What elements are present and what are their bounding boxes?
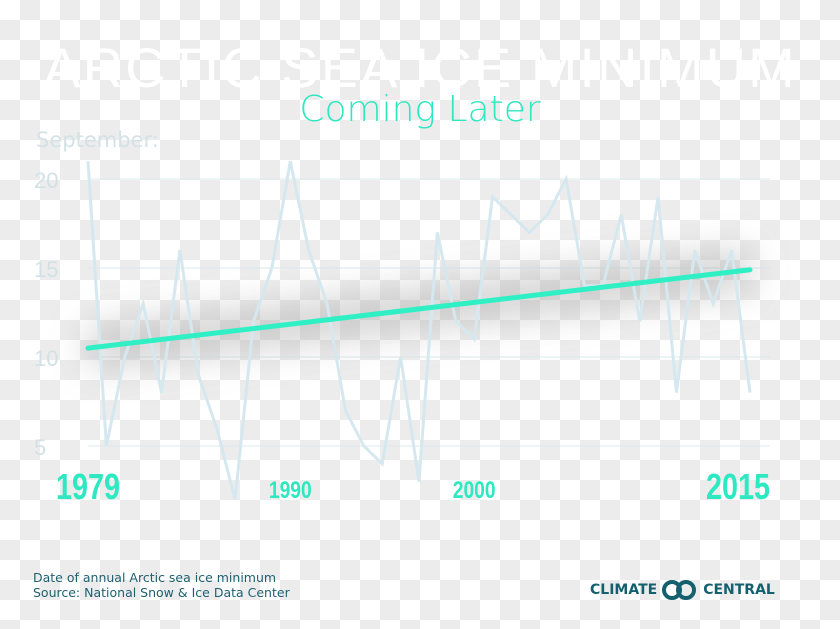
y-axis-label: September:	[36, 128, 159, 152]
climate-central-logo: CLIMATE CENTRAL	[590, 580, 775, 600]
logo-text-right: CENTRAL	[703, 582, 775, 598]
line-chart: 5 10 15 20 1979 1990 2000 2015	[34, 160, 770, 507]
y-tick-label: 20	[34, 168, 58, 193]
rings-icon	[662, 580, 698, 600]
chart-title: ARCTIC SEA ICE MINIMUM	[43, 36, 797, 99]
y-tick-label: 5	[34, 435, 46, 460]
footer-caption: Date of annual Arctic sea ice minimum So…	[33, 570, 290, 600]
x-tick-label: 1990	[269, 476, 312, 504]
trend-line	[85, 267, 753, 351]
x-tick-label: 1979	[56, 466, 120, 507]
logo-text-left: CLIMATE	[590, 582, 658, 598]
x-tick-label: 2000	[453, 476, 496, 504]
chart-subtitle: Coming Later	[299, 89, 541, 130]
caption-source: Source: National Snow & Ice Data Center	[33, 585, 290, 600]
caption-description: Date of annual Arctic sea ice minimum	[33, 570, 277, 585]
x-tick-label: 2015	[706, 466, 770, 507]
y-tick-label: 10	[34, 346, 58, 371]
y-tick-label: 15	[34, 257, 58, 282]
